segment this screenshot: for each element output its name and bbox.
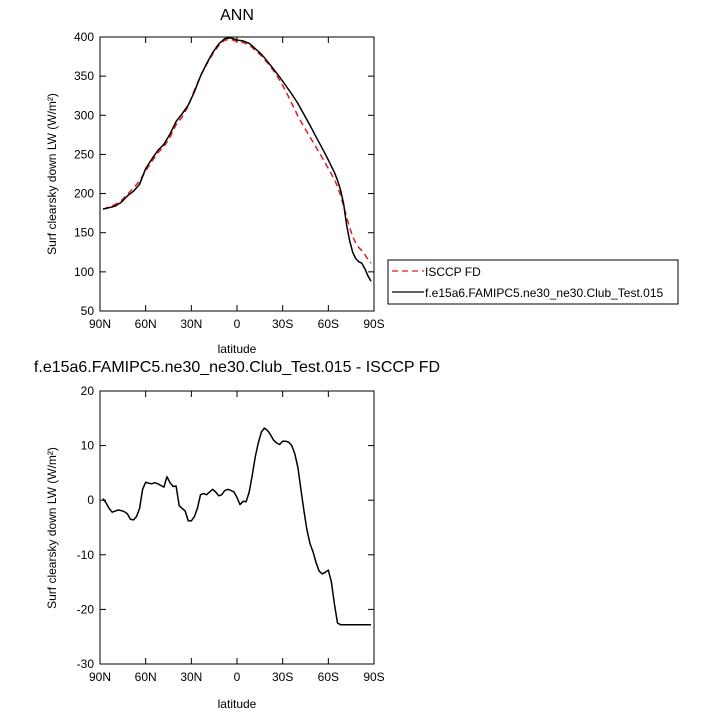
- chart-bottom-y-ticks: -30 -20 -10 0 10 20: [77, 384, 374, 671]
- chart-top-legend: ISCCP FD f.e15a6.FAMIPC5.ne30_ne30.Club_…: [387, 259, 679, 305]
- series-line-1: [102, 37, 372, 282]
- y-tick-label: -20: [77, 602, 95, 616]
- x-tick-label: 90N: [89, 317, 111, 331]
- x-tick-label: 60S: [318, 670, 339, 684]
- x-tick-label: 30S: [272, 317, 293, 331]
- legend-model-label: f.e15a6.FAMIPC5.ne30_ne30.Club_Test.015: [425, 286, 663, 300]
- x-tick-label: 30S: [272, 670, 293, 684]
- series-line-0: [102, 427, 371, 626]
- y-tick-label: 50: [81, 304, 95, 318]
- chart-bottom-x-axis-label: latitude: [218, 697, 257, 711]
- x-tick-label: 30N: [180, 670, 202, 684]
- chart-top-y-ticks: 50 100 150 200 250 300 350 400: [74, 30, 374, 318]
- legend-isccp-label: ISCCP FD: [425, 265, 481, 279]
- chart-top-y-axis-label: Surf clearsky down LW (W/m²): [45, 93, 59, 255]
- chart-top: ANN 90N 60N 30N 0 30S 60S 90S 50 100 150 200 250 30…: [45, 7, 679, 356]
- x-tick-label: 60S: [318, 317, 339, 331]
- chart-bottom: f.e15a6.FAMIPC5.ne30_ne30.Club_Test.015 …: [34, 359, 440, 711]
- y-tick-label: 150: [74, 226, 94, 240]
- x-tick-label: 60N: [135, 670, 157, 684]
- chart-top-x-axis-label: latitude: [218, 342, 257, 356]
- x-tick-label: 90S: [363, 317, 384, 331]
- y-tick-label: 10: [81, 439, 95, 453]
- chart-top-series: [102, 37, 372, 282]
- chart-bottom-plot-frame: [99, 390, 375, 665]
- y-tick-label: 20: [81, 384, 95, 398]
- chart-bottom-x-ticks: 90N 60N 30N 0 30S 60S 90S: [89, 391, 385, 684]
- chart-top-title: ANN: [220, 7, 254, 24]
- y-tick-label: 300: [74, 108, 94, 122]
- series-line-0: [102, 38, 372, 264]
- x-tick-label: 30N: [180, 317, 202, 331]
- chart-bottom-series: [102, 427, 371, 626]
- x-tick-label: 90S: [363, 670, 384, 684]
- chart-bottom-title: f.e15a6.FAMIPC5.ne30_ne30.Club_Test.015 …: [34, 359, 440, 376]
- legend-box: [387, 259, 679, 305]
- y-tick-label: 100: [74, 265, 94, 279]
- y-tick-label: -30: [77, 657, 95, 671]
- y-tick-label: 250: [74, 147, 94, 161]
- x-tick-label: 0: [234, 317, 241, 331]
- x-tick-label: 0: [234, 670, 241, 684]
- x-tick-label: 90N: [89, 670, 111, 684]
- y-tick-label: 400: [74, 30, 94, 44]
- y-tick-label: 200: [74, 187, 94, 201]
- y-tick-label: -10: [77, 548, 95, 562]
- x-tick-label: 60N: [135, 317, 157, 331]
- y-tick-label: 0: [87, 493, 94, 507]
- chart-top-x-ticks: 90N 60N 30N 0 30S 60S 90S: [89, 37, 385, 331]
- chart-top-plot-frame: [99, 36, 375, 312]
- y-tick-label: 350: [74, 69, 94, 83]
- chart-bottom-y-axis-label: Surf clearsky down LW (W/m²): [45, 447, 59, 609]
